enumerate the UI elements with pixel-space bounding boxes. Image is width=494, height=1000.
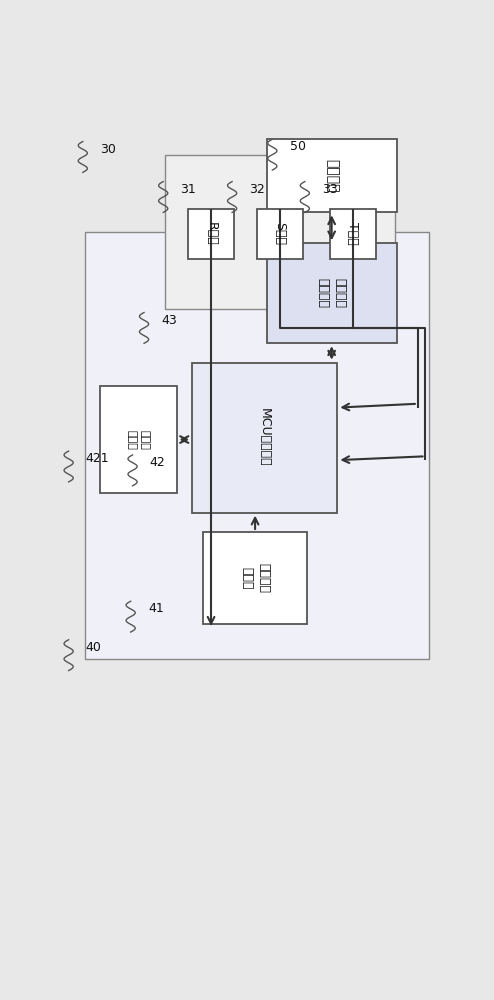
- Text: 42: 42: [150, 456, 165, 469]
- Bar: [330, 209, 375, 259]
- Text: 32: 32: [249, 183, 265, 196]
- Bar: [188, 209, 234, 259]
- Bar: [165, 155, 395, 309]
- Bar: [204, 532, 307, 624]
- Text: R接口: R接口: [205, 222, 217, 245]
- Text: 41: 41: [148, 602, 164, 615]
- Bar: [267, 139, 397, 212]
- Text: 主机单元: 主机单元: [325, 159, 339, 193]
- Text: 421: 421: [86, 452, 110, 465]
- Text: 第一调
试接口: 第一调 试接口: [127, 430, 150, 449]
- Text: S接口: S接口: [274, 222, 287, 245]
- Bar: [267, 243, 397, 343]
- Text: 第一协议
转换芯片: 第一协议 转换芯片: [317, 278, 347, 308]
- Bar: [192, 363, 337, 513]
- Text: 33: 33: [322, 183, 338, 196]
- Text: 差分运算
放大器: 差分运算 放大器: [240, 563, 270, 593]
- Bar: [100, 386, 177, 493]
- Bar: [257, 209, 303, 259]
- Text: 50: 50: [289, 140, 306, 153]
- Text: 30: 30: [100, 143, 116, 156]
- Text: T接口: T接口: [346, 222, 359, 245]
- Text: 40: 40: [86, 641, 102, 654]
- Bar: [85, 232, 429, 659]
- Text: 43: 43: [161, 314, 177, 327]
- Text: 31: 31: [180, 183, 196, 196]
- Text: MCU主控制器: MCU主控制器: [258, 408, 271, 467]
